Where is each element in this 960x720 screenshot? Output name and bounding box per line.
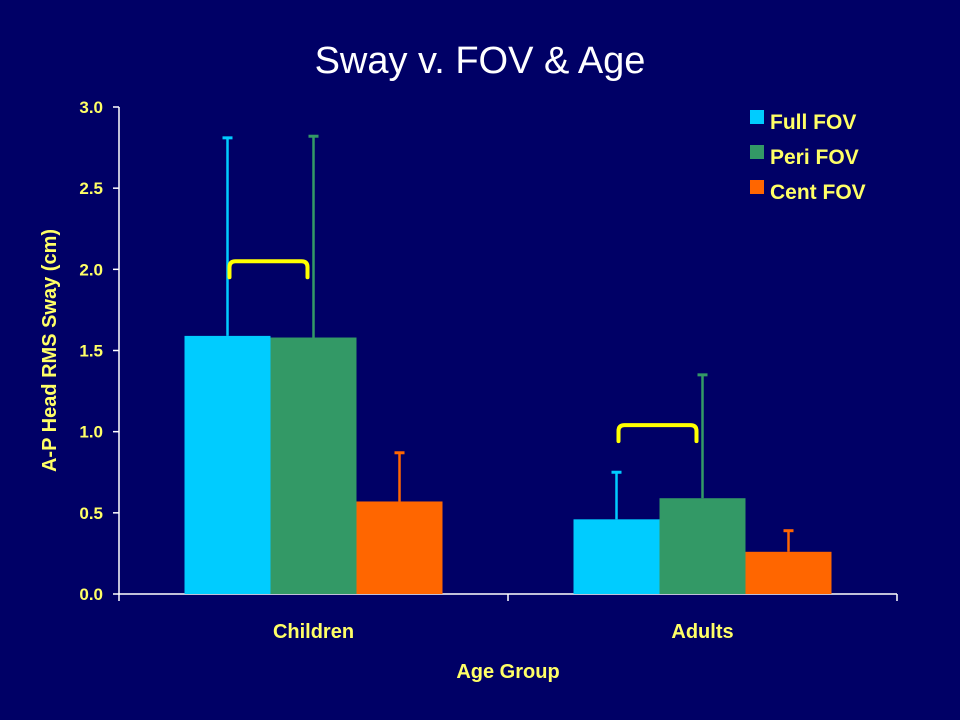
bar [745,551,832,594]
significance-brackets [227,259,699,444]
bar [356,501,443,594]
legend: Full FOV Peri FOV Cent FOV [750,110,866,204]
slide-title: Sway v. FOV & Age [314,40,646,82]
x-axis-title: Age Group [456,661,559,683]
significance-bracket [227,259,310,280]
error-bars [222,134,794,552]
y-tick-label: 2.0 [79,260,103,279]
legend-swatch [750,110,764,124]
bar [184,335,271,594]
y-tick-label: 1.0 [79,423,103,442]
legend-label: Cent FOV [770,181,866,204]
y-tick-label: 1.5 [79,342,103,361]
legend-label: Full FOV [770,111,856,134]
y-tick-label: 3.0 [79,98,103,117]
significance-bracket [616,423,699,444]
bars [184,335,832,594]
y-tick-label: 0.5 [79,504,103,523]
legend-swatch [750,180,764,194]
legend-label: Peri FOV [770,146,859,169]
bar [573,519,660,594]
x-tick-label: Adults [671,621,733,643]
x-tick-label: Children [273,621,354,643]
legend-swatch [750,145,764,159]
y-tick-label: 0.0 [79,585,103,604]
y-tick-label: 2.5 [79,179,103,198]
axis-labels: 0.0 0.5 1.0 1.5 2.0 2.5 3.0 Children Adults Age G… [39,98,734,683]
bar [270,337,357,594]
y-axis-title: A-P Head RMS Sway (cm) [39,229,61,472]
bar [659,498,746,594]
